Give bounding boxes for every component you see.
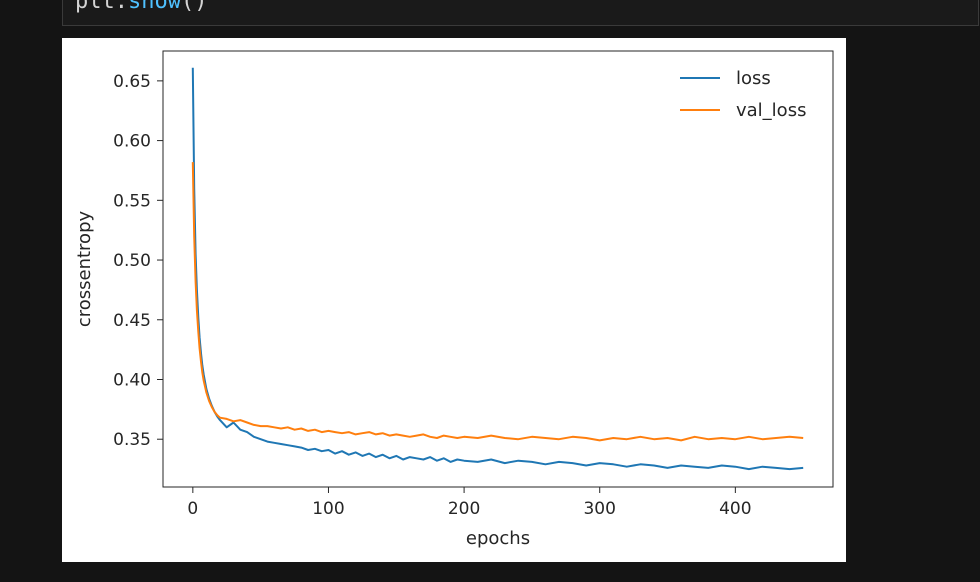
x-ticks: 0 100 200 300 400 [187, 487, 752, 519]
series-line-val-loss [191, 162, 804, 442]
code-cell[interactable]: plt.show() [62, 0, 979, 26]
y-tick-label: 0.45 [113, 311, 151, 331]
legend-label-val-loss: val_loss [736, 100, 806, 121]
line-chart: 0 100 200 300 400 0.350.400.450.500.550.600.… [74, 50, 834, 549]
axes-frame [162, 50, 834, 488]
y-tick-label: 0.65 [113, 72, 151, 92]
code-line: plt.show() [75, 0, 207, 14]
y-tick-label: 0.35 [113, 430, 151, 450]
code-suffix: () [180, 0, 208, 14]
x-tick-label: 100 [312, 499, 344, 519]
series-line-loss [191, 67, 804, 471]
x-tick-label: 200 [448, 499, 480, 519]
x-axis-label: epochs [466, 528, 530, 549]
x-tick-label: 0 [187, 499, 198, 519]
code-method: show [127, 0, 181, 14]
legend: loss val_loss [680, 68, 806, 121]
y-ticks: 0.35 0.40 0.45 0.50 0.55 0.60 0.65 [113, 72, 163, 450]
legend-label-loss: loss [736, 68, 771, 89]
plot-lines [191, 67, 804, 471]
y-tick-label: 0.40 [113, 370, 151, 390]
code-prefix: plt. [75, 0, 128, 14]
y-tick-label: 0.60 [113, 132, 151, 152]
x-tick-label: 300 [583, 499, 615, 519]
y-tick-label: 0.50 [113, 251, 151, 271]
y-tick-label: 0.55 [113, 191, 151, 211]
y-axis-label: crossentropy [74, 211, 95, 328]
x-tick-label: 400 [719, 499, 751, 519]
cell-output: 0 100 200 300 400 0.35 0.40 0.45 0.50 0.55 0.60 0.… [62, 38, 846, 562]
